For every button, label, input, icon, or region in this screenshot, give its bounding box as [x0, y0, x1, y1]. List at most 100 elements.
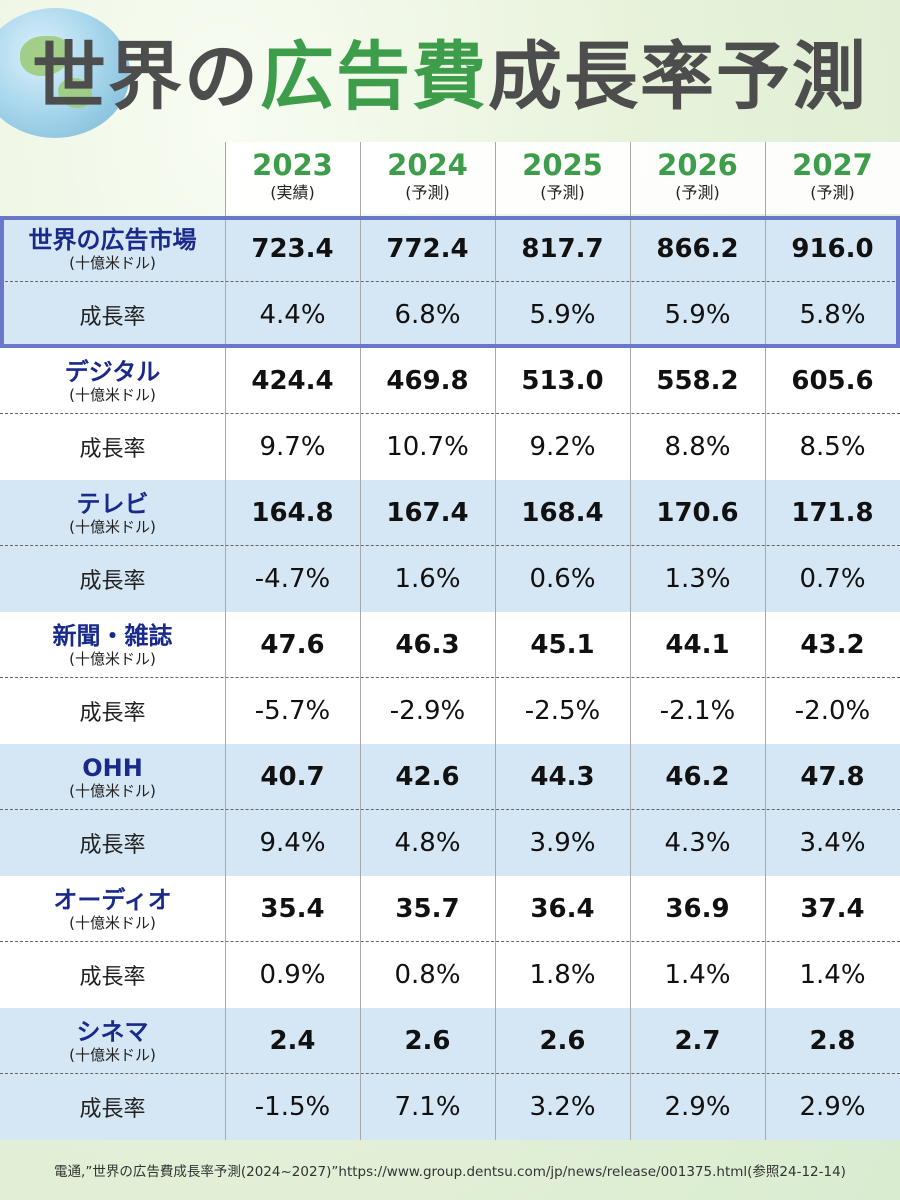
- page-title: 世界の広告費成長率予測: [0, 22, 900, 132]
- value-cell: 45.1: [530, 630, 595, 660]
- rate-label-cell: 成長率: [0, 1074, 225, 1140]
- column-divider: [225, 142, 226, 1140]
- rate-cell: 9.7%: [259, 432, 326, 462]
- row-label: デジタル (十億米ドル): [0, 348, 225, 414]
- rate-label: 成長率: [79, 701, 146, 726]
- rate-cell: -2.9%: [389, 696, 466, 726]
- column-year: 2023: [252, 148, 333, 182]
- value-cell: 164.8: [251, 498, 334, 528]
- rate-cell: 5.9%: [664, 300, 731, 330]
- rate-cell: 1.4%: [799, 960, 866, 990]
- rate-cell: -2.5%: [524, 696, 601, 726]
- rate-cell: 0.6%: [529, 564, 596, 594]
- rate-cell: 2.9%: [664, 1092, 731, 1122]
- column-note: (予測): [675, 183, 720, 202]
- value-cell: 35.7: [395, 894, 460, 924]
- value-cell: 42.6: [395, 762, 460, 792]
- rate-cell: 7.1%: [394, 1092, 461, 1122]
- value-cell: 47.6: [260, 630, 325, 660]
- column-header: 2024 (予測): [360, 142, 495, 214]
- value-cell: 469.8: [386, 366, 469, 396]
- rate-label: 成長率: [79, 1097, 146, 1122]
- value-cell: 170.6: [656, 498, 739, 528]
- rate-row: 成長率 9.4% 4.8% 3.9% 4.3% 3.4%: [0, 810, 900, 876]
- value-row: オーディオ (十億米ドル) 35.4 35.7 36.4 36.9 37.4: [0, 876, 900, 942]
- rate-cell: 8.5%: [799, 432, 866, 462]
- value-cell: 40.7: [260, 762, 325, 792]
- title-part-1: 世界の: [32, 34, 260, 120]
- rate-cell: 1.8%: [529, 960, 596, 990]
- value-cell: 2.4: [269, 1026, 316, 1056]
- column-year: 2025: [522, 148, 603, 182]
- rate-cell: -1.5%: [254, 1092, 331, 1122]
- rate-cell: 5.8%: [799, 300, 866, 330]
- value-cell: 2.7: [674, 1026, 721, 1056]
- value-cell: 2.6: [539, 1026, 586, 1056]
- column-divider: [630, 142, 631, 1140]
- category-name: OHH: [82, 754, 143, 782]
- value-row: OHH (十億米ドル) 40.7 42.6 44.3 46.2 47.8: [0, 744, 900, 810]
- column-header: 2025 (予測): [495, 142, 630, 214]
- rate-label-cell: 成長率: [0, 414, 225, 480]
- category-name: 世界の広告市場: [28, 226, 197, 254]
- rate-label: 成長率: [79, 305, 146, 330]
- rate-row: 成長率 -1.5% 7.1% 3.2% 2.9% 2.9%: [0, 1074, 900, 1140]
- value-row: 新聞・雑誌 (十億米ドル) 47.6 46.3 45.1 44.1 43.2: [0, 612, 900, 678]
- category-unit: (十億米ドル): [69, 1046, 156, 1064]
- category-unit: (十億米ドル): [69, 386, 156, 404]
- rate-label-cell: 成長率: [0, 810, 225, 876]
- rate-row: 成長率 9.7% 10.7% 9.2% 8.8% 8.5%: [0, 414, 900, 480]
- title-part-3: 成長率予測: [488, 34, 868, 120]
- rate-cell: 4.3%: [664, 828, 731, 858]
- value-cell: 605.6: [791, 366, 874, 396]
- row-label: 世界の広告市場 (十億米ドル): [0, 216, 225, 282]
- column-divider: [495, 142, 496, 1140]
- forecast-table: 世界の広告市場 (十億米ドル) 723.4 772.4 817.7 866.2 916.0 成…: [0, 216, 900, 1140]
- category-unit: (十億米ドル): [69, 518, 156, 536]
- category-name: シネマ: [76, 1018, 149, 1046]
- rate-cell: -2.1%: [659, 696, 736, 726]
- title-part-2: 広告費: [260, 34, 488, 120]
- rate-cell: 0.7%: [799, 564, 866, 594]
- rate-cell: 3.4%: [799, 828, 866, 858]
- rate-label: 成長率: [79, 569, 146, 594]
- rate-label: 成長率: [79, 437, 146, 462]
- value-cell: 35.4: [260, 894, 325, 924]
- rate-cell: 0.9%: [259, 960, 326, 990]
- value-cell: 46.2: [665, 762, 730, 792]
- value-cell: 47.8: [800, 762, 865, 792]
- category-name: デジタル: [64, 358, 161, 386]
- rate-cell: 3.9%: [529, 828, 596, 858]
- category-unit: (十億米ドル): [69, 914, 156, 932]
- rate-label: 成長率: [79, 965, 146, 990]
- rate-cell: 5.9%: [529, 300, 596, 330]
- value-cell: 36.4: [530, 894, 595, 924]
- rate-cell: -4.7%: [254, 564, 331, 594]
- rate-row: 成長率 -4.7% 1.6% 0.6% 1.3% 0.7%: [0, 546, 900, 612]
- value-cell: 424.4: [251, 366, 334, 396]
- column-note: (予測): [405, 183, 450, 202]
- column-divider: [765, 142, 766, 1140]
- rate-label-cell: 成長率: [0, 546, 225, 612]
- rate-cell: 6.8%: [394, 300, 461, 330]
- value-row: テレビ (十億米ドル) 164.8 167.4 168.4 170.6 171.8: [0, 480, 900, 546]
- rate-row: 成長率 -5.7% -2.9% -2.5% -2.1% -2.0%: [0, 678, 900, 744]
- column-header: 2027 (予測): [765, 142, 900, 214]
- rate-label: 成長率: [79, 833, 146, 858]
- rate-cell: 1.6%: [394, 564, 461, 594]
- value-cell: 37.4: [800, 894, 865, 924]
- column-note: (実績): [270, 183, 315, 202]
- row-label: テレビ (十億米ドル): [0, 480, 225, 546]
- column-divider: [360, 142, 361, 1140]
- rate-cell: 10.7%: [386, 432, 469, 462]
- rate-row: 成長率 4.4% 6.8% 5.9% 5.9% 5.8%: [0, 282, 900, 348]
- rate-cell: 9.4%: [259, 828, 326, 858]
- rate-cell: 3.2%: [529, 1092, 596, 1122]
- rate-cell: 1.4%: [664, 960, 731, 990]
- category-name: オーディオ: [53, 886, 172, 914]
- column-note: (予測): [810, 183, 855, 202]
- category-unit: (十億米ドル): [69, 782, 156, 800]
- value-cell: 2.8: [809, 1026, 856, 1056]
- value-cell: 513.0: [521, 366, 604, 396]
- rate-cell: 1.3%: [664, 564, 731, 594]
